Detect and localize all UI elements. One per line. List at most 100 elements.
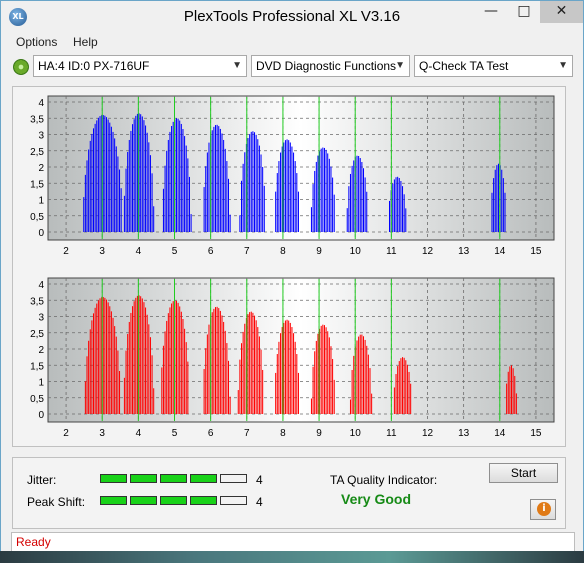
close-button[interactable]: ✕ [540, 1, 583, 23]
histogram-bar [281, 146, 283, 232]
y-tick-label: 1 [38, 196, 44, 207]
y-tick-label: 3 [38, 131, 44, 142]
histogram-bar [312, 366, 314, 414]
histogram-bar [289, 322, 291, 414]
histogram-bar [239, 215, 241, 232]
histogram-bar [314, 351, 316, 414]
histogram-bar [395, 374, 397, 414]
histogram-bar [260, 349, 262, 414]
x-tick-label: 8 [280, 246, 286, 257]
histogram-bar [226, 161, 228, 232]
meter-segment [130, 496, 157, 505]
x-tick-label: 2 [63, 246, 69, 257]
histogram-bar [327, 331, 329, 414]
x-tick-label: 14 [494, 428, 506, 439]
histogram-bar [405, 208, 407, 232]
histogram-bar [328, 158, 330, 232]
histogram-bar [515, 393, 517, 414]
start-button[interactable]: Start [489, 463, 558, 483]
histogram-bar [102, 297, 104, 414]
histogram-bar [141, 116, 143, 232]
x-tick-label: 3 [99, 428, 105, 439]
histogram-bar [188, 176, 190, 232]
histogram-bar [223, 139, 225, 232]
peak-shift-label: Peak Shift: [27, 495, 86, 509]
meter-segment [220, 474, 247, 483]
jitter-value: 4 [256, 473, 263, 487]
drive-select[interactable]: HA:4 ID:0 PX-716UF ▼ [33, 55, 247, 77]
histogram-bar [102, 115, 104, 232]
histogram-bar [327, 153, 329, 232]
histogram-bar [143, 120, 145, 232]
histogram-bar [120, 188, 122, 232]
info-button[interactable]: i [530, 499, 556, 520]
test-select[interactable]: Q-Check TA Test ▼ [414, 55, 573, 77]
histogram-bar [149, 155, 151, 232]
histogram-bar [205, 166, 207, 232]
chevron-down-icon: ▼ [558, 60, 568, 71]
histogram-bar [362, 168, 365, 232]
histogram-bar [185, 342, 187, 414]
title-bar: XL PlexTools Professional XL V3.16 — □ ✕ [1, 1, 583, 33]
histogram-bar [258, 336, 260, 414]
histogram-bar [94, 123, 96, 232]
histogram-bar [185, 145, 187, 232]
histogram-bar [325, 149, 327, 232]
histogram-bar [323, 147, 325, 232]
histogram-bar [187, 158, 189, 232]
histogram-bar [107, 119, 109, 232]
histogram-bar [257, 327, 259, 414]
histogram-bar [346, 208, 348, 232]
histogram-bar [320, 148, 322, 232]
maximize-button[interactable]: □ [517, 3, 531, 19]
histogram-bar [167, 313, 169, 414]
histogram-bar [278, 341, 280, 414]
histogram-bar [244, 323, 246, 414]
histogram-bar [206, 334, 208, 414]
chevron-down-icon: ▼ [395, 60, 405, 71]
histogram-bar [179, 120, 181, 232]
histogram-bar [208, 142, 210, 232]
menu-options[interactable]: Options [16, 35, 58, 49]
histogram-bar [491, 192, 493, 232]
status-bar: Ready [11, 532, 575, 552]
histogram-bar [262, 369, 264, 414]
histogram-bar [252, 131, 254, 232]
minimize-button[interactable]: — [484, 3, 498, 19]
histogram-bar [351, 165, 353, 232]
histogram-bar [208, 324, 210, 414]
histogram-bar [224, 330, 226, 414]
histogram-bar [249, 312, 251, 414]
histogram-bar [359, 158, 361, 232]
x-tick-label: 12 [422, 428, 434, 439]
histogram-bar [289, 142, 291, 232]
histogram-bar [101, 115, 103, 232]
histogram-bar [221, 133, 223, 232]
histogram-bar [182, 129, 184, 232]
histogram-bar [361, 334, 363, 414]
histogram-bar [180, 311, 182, 414]
x-tick-label: 11 [386, 428, 397, 439]
histogram-bar [162, 188, 164, 232]
function-select[interactable]: DVD Diagnostic Functions ▼ [251, 55, 410, 77]
histogram-bar [205, 348, 207, 414]
histogram-bar [119, 370, 121, 414]
histogram-bar [400, 181, 402, 232]
histogram-bar [322, 324, 324, 414]
menu-help[interactable]: Help [73, 35, 98, 49]
histogram-bar [84, 381, 86, 414]
histogram-bar [297, 372, 299, 414]
histogram-bar [284, 140, 286, 232]
meter-segment [100, 496, 127, 505]
histogram-bar [393, 179, 395, 232]
histogram-bar [278, 161, 280, 232]
histogram-bar [132, 124, 134, 232]
function-select-value: DVD Diagnostic Functions [256, 59, 397, 73]
histogram-bar [114, 138, 116, 232]
histogram-bar [172, 121, 174, 232]
y-tick-label: 2 [38, 163, 44, 174]
histogram-bar [255, 320, 257, 414]
window-title: PlexTools Professional XL V3.16 [183, 8, 401, 25]
histogram-bar [218, 126, 220, 232]
histogram-bar [493, 178, 495, 232]
